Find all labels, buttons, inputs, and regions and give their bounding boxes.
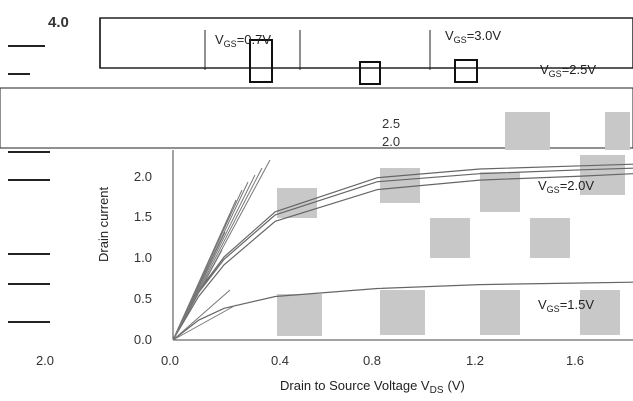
curve-label-sub: GS bbox=[547, 304, 560, 314]
curve-label-2.0: VGS=2.0V bbox=[538, 178, 594, 195]
svg-text:VGS=2.0V: VGS=2.0V bbox=[538, 178, 594, 195]
inset-tick-label: 2.5 bbox=[382, 116, 400, 131]
svg-text:VGS=2.5V: VGS=2.5V bbox=[540, 62, 596, 79]
svg-text:VGS=0.7V: VGS=0.7V bbox=[215, 32, 271, 49]
top-value: 4.0 bbox=[48, 14, 69, 31]
curve-label-top-2.5: VGS=2.5V bbox=[540, 62, 596, 79]
x-tick-label: 2.0 bbox=[36, 353, 54, 368]
svg-text:VGS=3.0V: VGS=3.0V bbox=[445, 28, 501, 45]
curve-label-sub: GS bbox=[547, 185, 560, 195]
curve-label-top-3.0: VGS=3.0V bbox=[445, 28, 501, 45]
tick-layer: 2.0 0.0 0.4 0.8 1.2 1.6 0.0 0.5 1.0 1.5 2.0 bbox=[36, 169, 584, 368]
hatch-layer bbox=[172, 159, 271, 341]
hatch-line-6 bbox=[172, 213, 231, 341]
curve-label-name: V bbox=[215, 32, 224, 47]
curve-label-sub: GS bbox=[549, 69, 562, 79]
series-layer bbox=[172, 163, 633, 341]
curve-label-top-0.7: VGS=0.7V bbox=[215, 32, 271, 49]
x-tick-label: 0.0 bbox=[161, 353, 179, 368]
y-tick-label: 0.5 bbox=[134, 291, 152, 306]
x-tick-label: 0.8 bbox=[363, 353, 381, 368]
series-line-2 bbox=[172, 173, 633, 341]
curve-label-name: V bbox=[538, 297, 547, 312]
curve-label-name: V bbox=[538, 178, 547, 193]
x-axis-title-text: Drain to Source Voltage V bbox=[280, 378, 430, 393]
curve-label-sub: GS bbox=[224, 39, 237, 49]
curve-label-1.5: VGS=1.5V bbox=[538, 297, 594, 314]
hatch-line-1 bbox=[172, 167, 263, 341]
axes bbox=[172, 150, 633, 341]
grid-cells bbox=[277, 112, 630, 336]
series-line-3 bbox=[172, 281, 633, 341]
x-axis-title: Drain to Source Voltage VDS (V) bbox=[280, 378, 465, 396]
y-tick-label: 0.0 bbox=[134, 332, 152, 347]
y-tick-label: 1.5 bbox=[134, 209, 152, 224]
hatch-line-9 bbox=[172, 289, 231, 341]
curve-label-value: =3.0V bbox=[467, 28, 502, 43]
hatch-line-7 bbox=[172, 231, 226, 341]
x-axis-title-unit: (V) bbox=[448, 378, 465, 393]
curve-label-sub: GS bbox=[454, 35, 467, 45]
curve-label-value: =2.0V bbox=[560, 178, 595, 193]
curve-label-value: =0.7V bbox=[237, 32, 272, 47]
x-axis-title-sub: DS bbox=[430, 385, 444, 396]
curve-label-name: V bbox=[445, 28, 454, 43]
svg-text:VGS=1.5V: VGS=1.5V bbox=[538, 297, 594, 314]
hatch-line-8 bbox=[172, 249, 223, 341]
x-tick-label: 1.6 bbox=[566, 353, 584, 368]
x-tick-label: 1.2 bbox=[466, 353, 484, 368]
series-line-1 bbox=[172, 167, 633, 341]
y-tick-label: 1.0 bbox=[134, 250, 152, 265]
curve-label-value: =1.5V bbox=[560, 297, 595, 312]
x-tick-label: 0.4 bbox=[271, 353, 289, 368]
left-dashes bbox=[8, 45, 50, 323]
hatch-line-10 bbox=[172, 304, 237, 341]
y-axis-title: Drain current bbox=[96, 186, 111, 262]
y-tick-label: 2.0 bbox=[134, 169, 152, 184]
curve-label-name: V bbox=[540, 62, 549, 77]
inset-tick-label: 2.0 bbox=[382, 134, 400, 149]
curve-label-value: =2.5V bbox=[562, 62, 597, 77]
